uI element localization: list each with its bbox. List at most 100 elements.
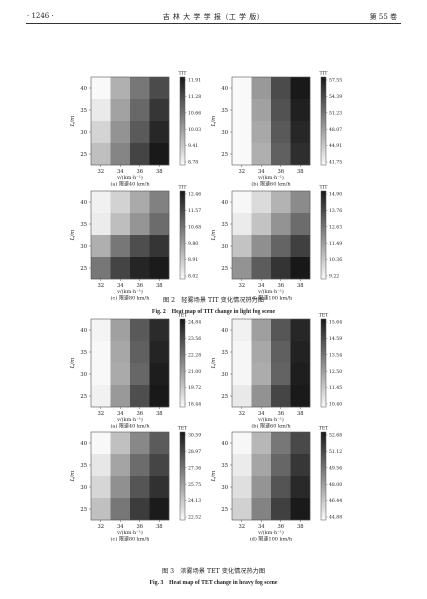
panel-1-y-tick-label: 35	[80, 108, 87, 114]
panel-6-cell	[232, 363, 252, 386]
panel-8-colorbar-tick-label: 46.44	[329, 498, 342, 504]
panel-1-y-tick-label: 25	[80, 152, 87, 158]
panel-5-y-tick-label: 25	[80, 394, 87, 400]
panel-5-cell	[149, 363, 170, 386]
panel-5-cell	[130, 363, 150, 386]
panel-2-cell	[251, 121, 272, 144]
panel-1-cell	[149, 143, 170, 166]
panel-2-colorbar-tick-label: 48.07	[329, 127, 342, 133]
panel-4-frame	[231, 190, 311, 280]
panel-8-cell	[251, 476, 272, 499]
panel-5-y-tick-label: 30	[80, 372, 87, 378]
page-number: · 1246 ·	[27, 12, 54, 20]
panel-3-y-axis-label: L/m	[70, 230, 76, 242]
panel-4-cell	[271, 235, 291, 258]
panel-7-cell	[91, 498, 111, 521]
panel-1-colorbar-tick-label: 11.91	[188, 78, 201, 84]
panel-6-x-tick-label: 32	[238, 411, 245, 417]
panel-4-cell	[251, 235, 272, 258]
panel-5-cell	[130, 385, 150, 408]
panel-5-cell	[149, 385, 170, 408]
panel-7-colorbar-label: TET	[178, 426, 188, 432]
panel-8-cell	[232, 476, 252, 499]
panel-1-y-tick-label: 40	[80, 86, 87, 92]
panel-4-cell	[251, 191, 272, 214]
panel-2-cell	[232, 121, 252, 144]
running-header: · 1246 · 吉 林 大 学 学 报（工 学 版） 第 55 卷	[0, 0, 427, 24]
panel-7-y-tick-label: 35	[80, 463, 87, 469]
panel-5-colorbar-tick-label: 23.56	[188, 336, 201, 342]
panel-2-x-tick-label: 38	[297, 169, 304, 175]
panel-7-cell	[110, 432, 131, 455]
panel-5-frame	[90, 318, 170, 408]
panel-3-cell	[110, 257, 131, 280]
panel-5-subcaption: (a) 限速40 km/h	[110, 423, 150, 430]
panel-6-cell	[232, 319, 252, 342]
panel-3-colorbar-tick-label: 10.68	[188, 224, 201, 230]
panel-6-colorbar-label: TET	[319, 313, 329, 319]
panel-8-frame	[231, 431, 311, 521]
panel-8-y-tick-label: 40	[221, 441, 228, 447]
panel-1-x-tick-label: 32	[97, 169, 104, 175]
panel-5-cell	[91, 341, 111, 364]
panel-6-cell	[271, 385, 291, 408]
panel-8-cell	[271, 454, 291, 477]
panel-8-cell	[271, 432, 291, 455]
panel-2-colorbar	[320, 76, 327, 166]
panel-3-colorbar-tick-label: 12.46	[188, 192, 201, 198]
panel-7-cell	[110, 476, 131, 499]
panel-3-x-tick-label: 32	[97, 283, 104, 289]
panel-6-x-axis-label: v/(km·h⁻¹)	[257, 416, 284, 423]
panel-1-y-tick-label: 30	[80, 130, 87, 136]
panel-6-cell	[290, 385, 311, 408]
panel-6-colorbar-tick-label: 10.40	[329, 402, 342, 408]
figure-2-caption-cn: 图 2 轻雾场景 TIT 变化情况热力图	[163, 297, 264, 304]
panel-1-frame	[90, 76, 170, 166]
panel-8-y-tick-label: 25	[221, 507, 228, 513]
panel-8-x-tick-label: 38	[297, 524, 304, 530]
panel-7-cell	[91, 432, 111, 455]
journal-title: 吉 林 大 学 学 报（工 学 版）	[162, 13, 265, 21]
panel-7-cell	[130, 498, 150, 521]
panel-5-colorbar-tick-label: 18.44	[188, 402, 201, 408]
panel-6-cell	[271, 319, 291, 342]
panel-5-colorbar	[179, 318, 186, 408]
panel-5-colorbar-tick-label: 19.72	[188, 385, 201, 391]
panel-2-cell	[271, 143, 291, 166]
panel-4-x-axis-label: v/(km·h⁻¹)	[257, 288, 284, 295]
panel-1-cell	[149, 99, 170, 122]
panel-3-cell	[110, 235, 131, 258]
panel-4-y-tick-label: 35	[221, 222, 228, 228]
panel-1-cell	[91, 143, 111, 166]
panel-6-y-tick-label: 30	[221, 372, 228, 378]
panel-2-colorbar-label: TIT	[320, 71, 329, 77]
panel-5-cell	[91, 319, 111, 342]
panel-3-cell	[110, 213, 131, 236]
panel-7-y-tick-label: 30	[80, 485, 87, 491]
figure-3-caption-cn: 图 3 浓雾场景 TET 变化情况热力图	[161, 568, 266, 575]
panel-3-y-tick-label: 30	[80, 244, 87, 250]
panel-4-cell	[232, 191, 252, 214]
panel-6-colorbar-tick-label: 11.45	[329, 385, 342, 391]
panel-2-cell	[232, 99, 252, 122]
panel-1-cell	[91, 121, 111, 144]
panel-7-x-tick-label: 36	[136, 524, 143, 530]
panel-1-x-tick-label: 36	[136, 169, 143, 175]
panel-3-x-tick-label: 34	[117, 283, 124, 289]
panel-3-cell	[110, 191, 131, 214]
panel-8-x-tick-label: 34	[258, 524, 265, 530]
panel-6-x-tick-label: 38	[297, 411, 304, 417]
panel-5-cell	[130, 341, 150, 364]
panel-1-colorbar-tick-label: 11.28	[188, 94, 201, 100]
panel-2-x-tick-label: 32	[238, 169, 245, 175]
panel-4-colorbar-tick-label: 12.63	[329, 224, 342, 230]
panel-4-cell	[290, 191, 311, 214]
panel-5-y-axis-label: L/m	[70, 358, 76, 370]
panel-1-x-tick-label: 38	[156, 169, 163, 175]
panel-1-colorbar-tick-label: 10.66	[188, 110, 201, 116]
panel-2-cell	[271, 99, 291, 122]
panel-8-x-tick-label: 36	[277, 524, 284, 530]
header-rule	[26, 23, 401, 24]
figure-3-caption-en: Fig. 3 Heat map of TET change in heavy f…	[149, 580, 278, 586]
